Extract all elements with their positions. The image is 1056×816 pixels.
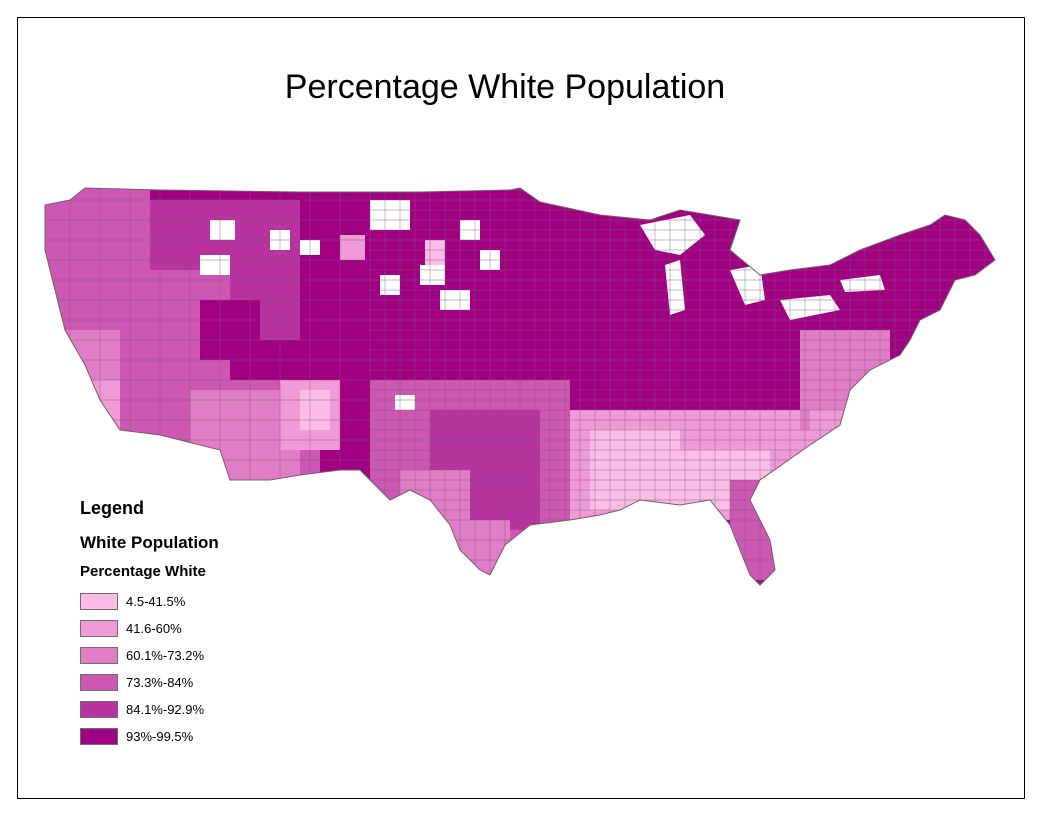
legend-class-6: 93%-99.5% — [80, 723, 340, 750]
legend-swatch — [80, 701, 118, 718]
legend-class-label: 41.6-60% — [126, 621, 182, 636]
map-title: Percentage White Population — [284, 68, 726, 106]
legend-layer-name: White Population — [80, 533, 219, 552]
legend-field-name: Percentage White — [80, 563, 206, 580]
legend-swatch — [80, 674, 118, 691]
map-layout-frame — [17, 17, 1025, 799]
legend-class-2: 41.6-60% — [80, 615, 340, 642]
choropleth-map — [44, 187, 996, 586]
legend-class-5: 84.1%-92.9% — [80, 696, 340, 723]
legend-class-label: 93%-99.5% — [126, 729, 194, 744]
legend-classes: 4.5-41.5% 41.6-60% 60.1%-73.2% 73.3%-84%… — [80, 588, 340, 750]
legend-class-label: 84.1%-92.9% — [126, 702, 205, 717]
legend-swatch — [80, 620, 118, 637]
legend-swatch — [80, 593, 118, 610]
legend-class-3: 60.1%-73.2% — [80, 642, 340, 669]
legend-swatch — [80, 728, 118, 745]
map-legend: Legend White Population Percentage White… — [80, 498, 340, 750]
legend-class-1: 4.5-41.5% — [80, 588, 340, 615]
legend-class-label: 4.5-41.5% — [126, 594, 186, 609]
legend-title: Legend — [80, 498, 145, 518]
legend-swatch — [80, 647, 118, 664]
us-outline — [44, 187, 996, 586]
legend-class-label: 73.3%-84% — [126, 675, 194, 690]
legend-class-4: 73.3%-84% — [80, 669, 340, 696]
legend-class-label: 60.1%-73.2% — [126, 648, 205, 663]
